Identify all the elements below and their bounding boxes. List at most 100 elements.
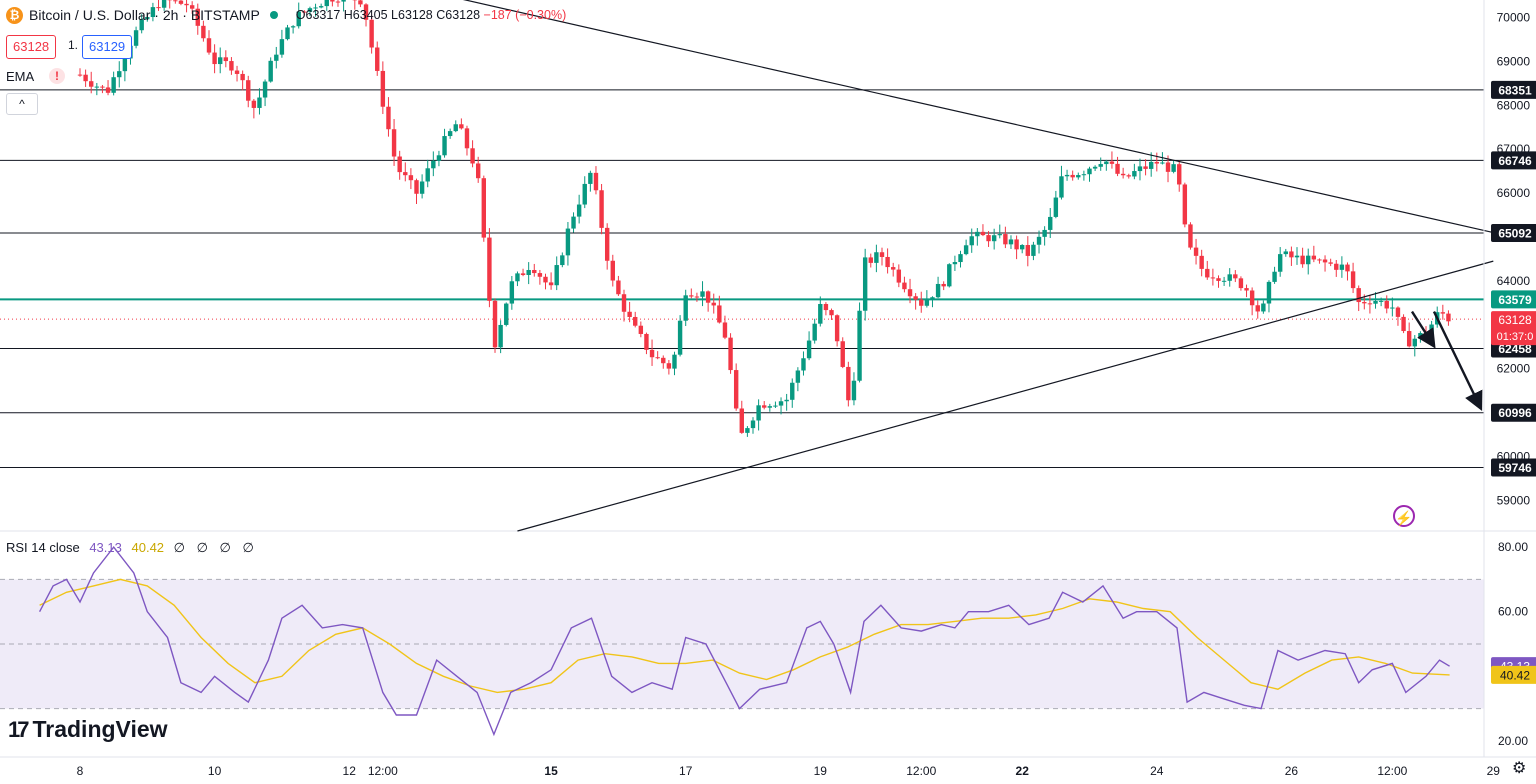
candle-body xyxy=(1092,166,1098,169)
candle-body xyxy=(1317,259,1322,261)
candle-body xyxy=(201,25,206,39)
key-level-price-label: 63579 xyxy=(1498,293,1532,307)
candle-body xyxy=(784,399,789,402)
candle-body xyxy=(980,231,986,236)
candle-body xyxy=(1020,245,1025,250)
candle-body xyxy=(1233,274,1238,279)
candle-body xyxy=(218,57,223,65)
candle-body xyxy=(257,97,262,108)
time-tick-label: 15 xyxy=(544,764,558,778)
price-tick-label: 59000 xyxy=(1497,493,1531,507)
tradingview-mark-icon: 17 xyxy=(8,716,30,742)
candle-body xyxy=(733,370,739,409)
candle-body xyxy=(212,52,217,65)
ema-indicator-label[interactable]: EMA xyxy=(6,69,35,84)
level-price-label: 59746 xyxy=(1498,461,1532,475)
sell-button[interactable]: 63128 xyxy=(6,35,57,59)
candle-body xyxy=(1165,162,1171,172)
current-price-label: 63128 xyxy=(1498,313,1532,327)
candle-body xyxy=(436,155,442,161)
candle-body xyxy=(498,324,503,348)
candle-body xyxy=(728,337,733,371)
rsi-ma-line xyxy=(39,578,1450,694)
candle-body xyxy=(520,273,526,275)
candle-body xyxy=(638,325,644,334)
lightning-icon[interactable]: ⚡ xyxy=(1393,505,1415,527)
candle-body xyxy=(234,70,240,74)
candle-body xyxy=(279,39,285,55)
candle-body xyxy=(1283,251,1288,255)
candle-body xyxy=(958,254,963,263)
candle-body xyxy=(1081,174,1087,176)
candle-body xyxy=(677,320,683,355)
time-tick-label: 12:00 xyxy=(368,764,398,778)
time-tick-label: 19 xyxy=(814,764,828,778)
price-tick-label: 64000 xyxy=(1497,274,1531,288)
ohlc-high: H63405 xyxy=(343,8,388,22)
candle-body xyxy=(1042,229,1047,237)
key-level-price-label-bg xyxy=(1491,290,1536,309)
candle-body xyxy=(515,273,520,282)
candle-body xyxy=(621,294,627,312)
candle-body xyxy=(532,269,537,274)
candle-body xyxy=(1227,274,1232,281)
collapse-legend-button[interactable]: ^ xyxy=(6,93,38,115)
tradingview-logo[interactable]: 17 TradingView xyxy=(8,716,168,743)
symbol-title[interactable]: Bitcoin / U.S. Dollar · 2h · BITSTAMP xyxy=(29,7,260,23)
candle-body xyxy=(459,124,464,129)
time-tick-label: 10 xyxy=(208,764,222,778)
candle-body xyxy=(1098,164,1103,167)
candle-body xyxy=(1373,300,1378,304)
candle-body xyxy=(986,235,991,242)
candle-body xyxy=(700,291,705,297)
candle-body xyxy=(745,428,750,433)
warning-icon[interactable]: ! xyxy=(49,68,65,84)
settings-icon[interactable]: ⚙ xyxy=(1512,760,1527,777)
candle-body xyxy=(1053,197,1059,217)
price-tick-label: 62000 xyxy=(1497,362,1531,376)
candle-body xyxy=(1048,216,1053,230)
candle-body xyxy=(778,401,784,406)
candle-body xyxy=(1070,174,1075,178)
spread-value: 1. xyxy=(68,38,79,52)
ohlc-close: C63128 xyxy=(436,8,481,22)
candle-body xyxy=(1126,175,1131,177)
candle-body xyxy=(963,245,969,255)
time-tick-label: 17 xyxy=(679,764,693,778)
candle-body xyxy=(862,257,868,311)
candle-body xyxy=(307,8,313,12)
buy-button[interactable]: 63129 xyxy=(82,35,133,59)
candle-body xyxy=(767,406,773,408)
candle-body xyxy=(1266,281,1272,304)
level-price-label: 68351 xyxy=(1498,83,1532,97)
candle-body xyxy=(89,81,94,87)
candle-body xyxy=(565,228,571,256)
candle-body xyxy=(801,358,806,371)
rsi-ma-last-value-tag-bg xyxy=(1491,665,1536,684)
candle-body xyxy=(1137,166,1143,172)
candle-body xyxy=(240,73,245,81)
candle-body xyxy=(133,30,139,46)
time-tick-label: 24 xyxy=(1150,764,1164,778)
candle-body xyxy=(77,74,83,76)
rsi-legend[interactable]: RSI 14 close 43.13 40.42 ∅ ∅ ∅ ∅ xyxy=(6,540,258,556)
candle-body xyxy=(1429,324,1434,336)
rsi-value: 43.13 xyxy=(89,540,122,555)
candle-body xyxy=(1306,255,1311,265)
candle-body xyxy=(117,71,122,78)
level-price-label: 62458 xyxy=(1498,342,1532,356)
candle-body xyxy=(330,0,335,2)
candle-body xyxy=(1059,176,1064,198)
candle-body xyxy=(1087,168,1092,175)
candle-body xyxy=(537,273,543,277)
candle-body xyxy=(560,255,565,266)
level-price-label-bg xyxy=(1491,458,1536,477)
candle-body xyxy=(419,181,425,194)
candle-body xyxy=(139,19,144,31)
price-tick-label: 66000 xyxy=(1497,186,1531,200)
ohlc-open: O63317 xyxy=(295,8,341,22)
candle-body xyxy=(913,296,918,300)
candle-body xyxy=(599,190,604,228)
chart-header: ₿ Bitcoin / U.S. Dollar · 2h · BITSTAMP … xyxy=(6,4,566,26)
